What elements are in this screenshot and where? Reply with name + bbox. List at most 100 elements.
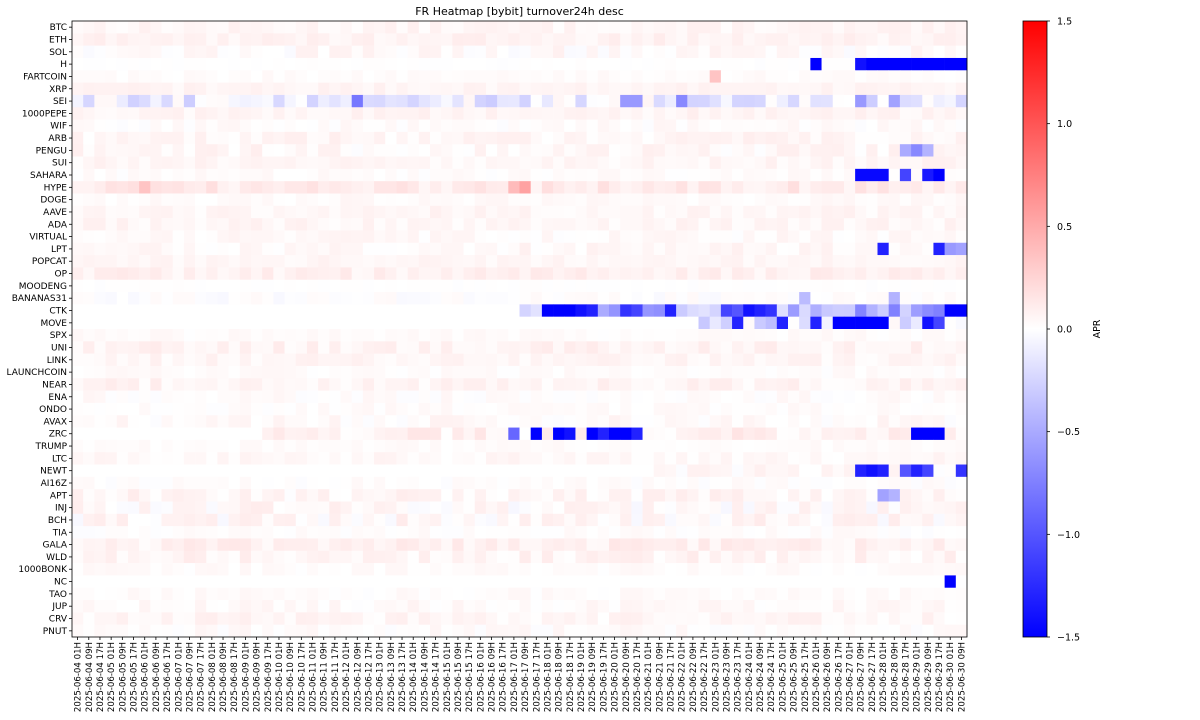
heatmap-cell [474,267,487,281]
heatmap-cell [284,144,297,157]
heatmap-cell [564,316,576,330]
heatmap-cell [855,144,867,157]
heatmap-cell [776,550,789,564]
heatmap-cell [430,476,442,490]
heatmap-cell [810,341,822,354]
heatmap-cell [418,427,431,441]
heatmap-cell [698,279,710,293]
heatmap-cell [385,464,397,478]
heatmap-cell [206,181,218,194]
heatmap-cell [407,538,420,552]
heatmap-cell [911,45,923,59]
heatmap-cell [418,33,431,46]
heatmap-cell [463,353,476,367]
heatmap-cell [72,513,84,527]
heatmap-cell [888,304,901,317]
heatmap-cell [430,156,442,170]
heatmap-cell [340,550,352,564]
heatmap-cell [474,242,487,256]
heatmap-cell [664,242,677,256]
heatmap-cell [888,476,901,490]
heatmap-cell [519,452,531,465]
heatmap-cell [553,353,565,367]
x-tick-label: 2025-06-14 17H [432,642,442,712]
heatmap-cell [687,168,699,182]
heatmap-cell [105,292,118,305]
heatmap-cell [251,600,263,613]
heatmap-cell [83,70,95,83]
heatmap-cell [295,452,308,465]
heatmap-cell [94,550,106,564]
heatmap-cell [94,304,106,317]
heatmap-cell [888,575,901,589]
heatmap-cell [83,624,95,638]
heatmap-cell [653,267,666,281]
heatmap-cell [206,538,218,552]
heatmap-cell [955,489,968,502]
heatmap-cell [318,107,330,120]
heatmap-cell [362,489,375,502]
heatmap-cell [183,181,196,194]
heatmap-cell [720,378,733,391]
heatmap-cell [329,526,341,539]
heatmap-cell [810,427,822,441]
heatmap-cell [843,193,856,207]
heatmap-cell [709,624,722,638]
heatmap-cell [340,292,352,305]
heatmap-cell [922,501,934,515]
heatmap-cell [452,427,464,441]
heatmap-cell [709,501,722,515]
heatmap-cell [430,329,442,342]
heatmap-cell [877,341,889,354]
heatmap-cell [732,624,744,638]
heatmap-cell [810,292,822,305]
heatmap-cell [463,82,476,96]
heatmap-cell [172,45,185,59]
heatmap-cell [217,464,229,478]
heatmap-cell [217,501,229,515]
heatmap-cell [832,513,845,527]
heatmap-cell [306,21,319,34]
heatmap-cell [821,476,834,490]
heatmap-cell [217,563,229,576]
heatmap-cell [105,82,118,96]
heatmap-cell [586,94,599,108]
heatmap-cell [676,304,688,317]
heatmap-cell [944,550,957,564]
heatmap-cell [105,464,118,478]
heatmap-cell [866,390,878,404]
heatmap-cell [508,341,520,354]
heatmap-cell [206,57,218,71]
heatmap-cell [765,242,778,256]
heatmap-cell [899,242,912,256]
heatmap-cell [441,353,453,367]
heatmap-cell [172,255,185,268]
heatmap-cell [776,45,789,59]
heatmap-cell [485,144,498,157]
heatmap-cell [183,21,196,34]
heatmap-cell [418,365,431,379]
heatmap-cell [788,57,800,71]
heatmap-cell [127,402,140,416]
heatmap-cell [698,131,710,145]
heatmap-cell [228,378,241,391]
heatmap-cell [407,316,420,330]
heatmap-cell [720,464,733,478]
heatmap-cell [273,255,285,268]
heatmap-cell [519,279,531,293]
heatmap-cell [497,144,509,157]
heatmap-cell [933,353,945,367]
heatmap-cell [564,304,576,317]
heatmap-cell [519,57,531,71]
heatmap-cell [530,600,543,613]
x-tick-label: 2025-06-17 01H [510,642,520,712]
heatmap-cell [788,82,800,96]
heatmap-cell [374,439,386,453]
heatmap-cell [385,70,397,83]
heatmap-cell [374,587,386,601]
heatmap-cell [318,402,330,416]
heatmap-cell [474,329,487,342]
heatmap-cell [553,600,565,613]
heatmap-cell [676,193,688,207]
heatmap-cell [754,168,766,182]
